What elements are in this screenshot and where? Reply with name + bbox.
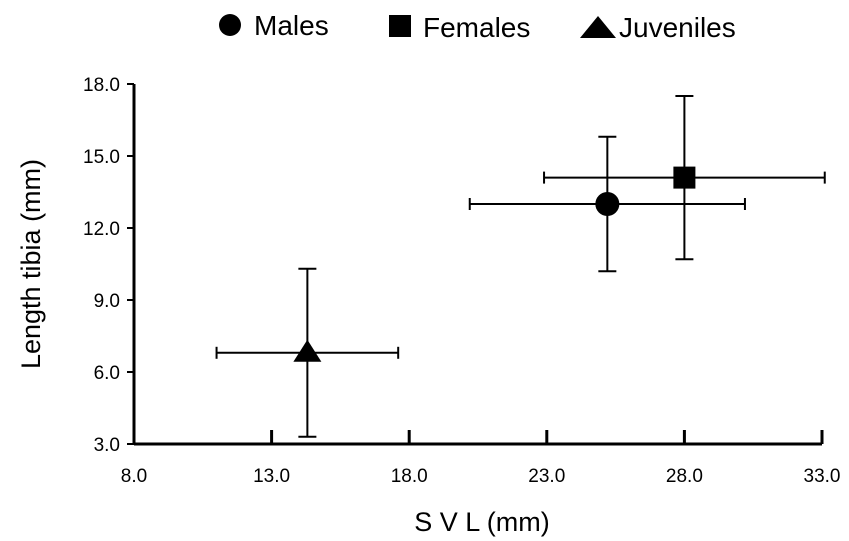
- x-tick-label: 33.0: [804, 466, 841, 487]
- x-tick-label: 28.0: [666, 466, 703, 487]
- y-axis-title: Length tibia (mm): [16, 159, 46, 369]
- series-females: [543, 95, 826, 261]
- y-ticks: 3.0 6.0 9.0 12.0 15.0 18.0: [83, 75, 134, 456]
- y-tick-label: 12.0: [83, 219, 120, 240]
- x-tick-label: 23.0: [528, 466, 565, 487]
- point-juveniles: [293, 339, 322, 362]
- x-ticks: 8.0 13.0 18.0 23.0 28.0 33.0: [121, 430, 841, 487]
- series-juveniles: [215, 267, 400, 438]
- series-males: [468, 135, 746, 273]
- legend: Males Females Juveniles: [219, 10, 736, 43]
- x-axis-title: S V L (mm): [414, 507, 550, 537]
- y-tick-label: 6.0: [94, 363, 120, 384]
- legend-label-males: Males: [254, 10, 329, 41]
- point-females: [673, 166, 696, 189]
- x-tick-label: 8.0: [121, 466, 147, 487]
- x-tick-label: 18.0: [391, 466, 428, 487]
- legend-marker-males: [219, 14, 241, 36]
- legend-marker-females: [389, 15, 411, 37]
- legend-marker-juveniles: [580, 16, 616, 38]
- y-tick-label: 3.0: [94, 435, 120, 456]
- point-males: [595, 192, 620, 216]
- y-tick-label: 18.0: [83, 75, 120, 96]
- y-tick-label: 9.0: [94, 291, 120, 312]
- y-tick-label: 15.0: [83, 147, 120, 168]
- legend-label-females: Females: [423, 12, 530, 43]
- x-tick-label: 13.0: [253, 466, 290, 487]
- data-points: [215, 95, 826, 438]
- legend-label-juveniles: Juveniles: [619, 12, 736, 43]
